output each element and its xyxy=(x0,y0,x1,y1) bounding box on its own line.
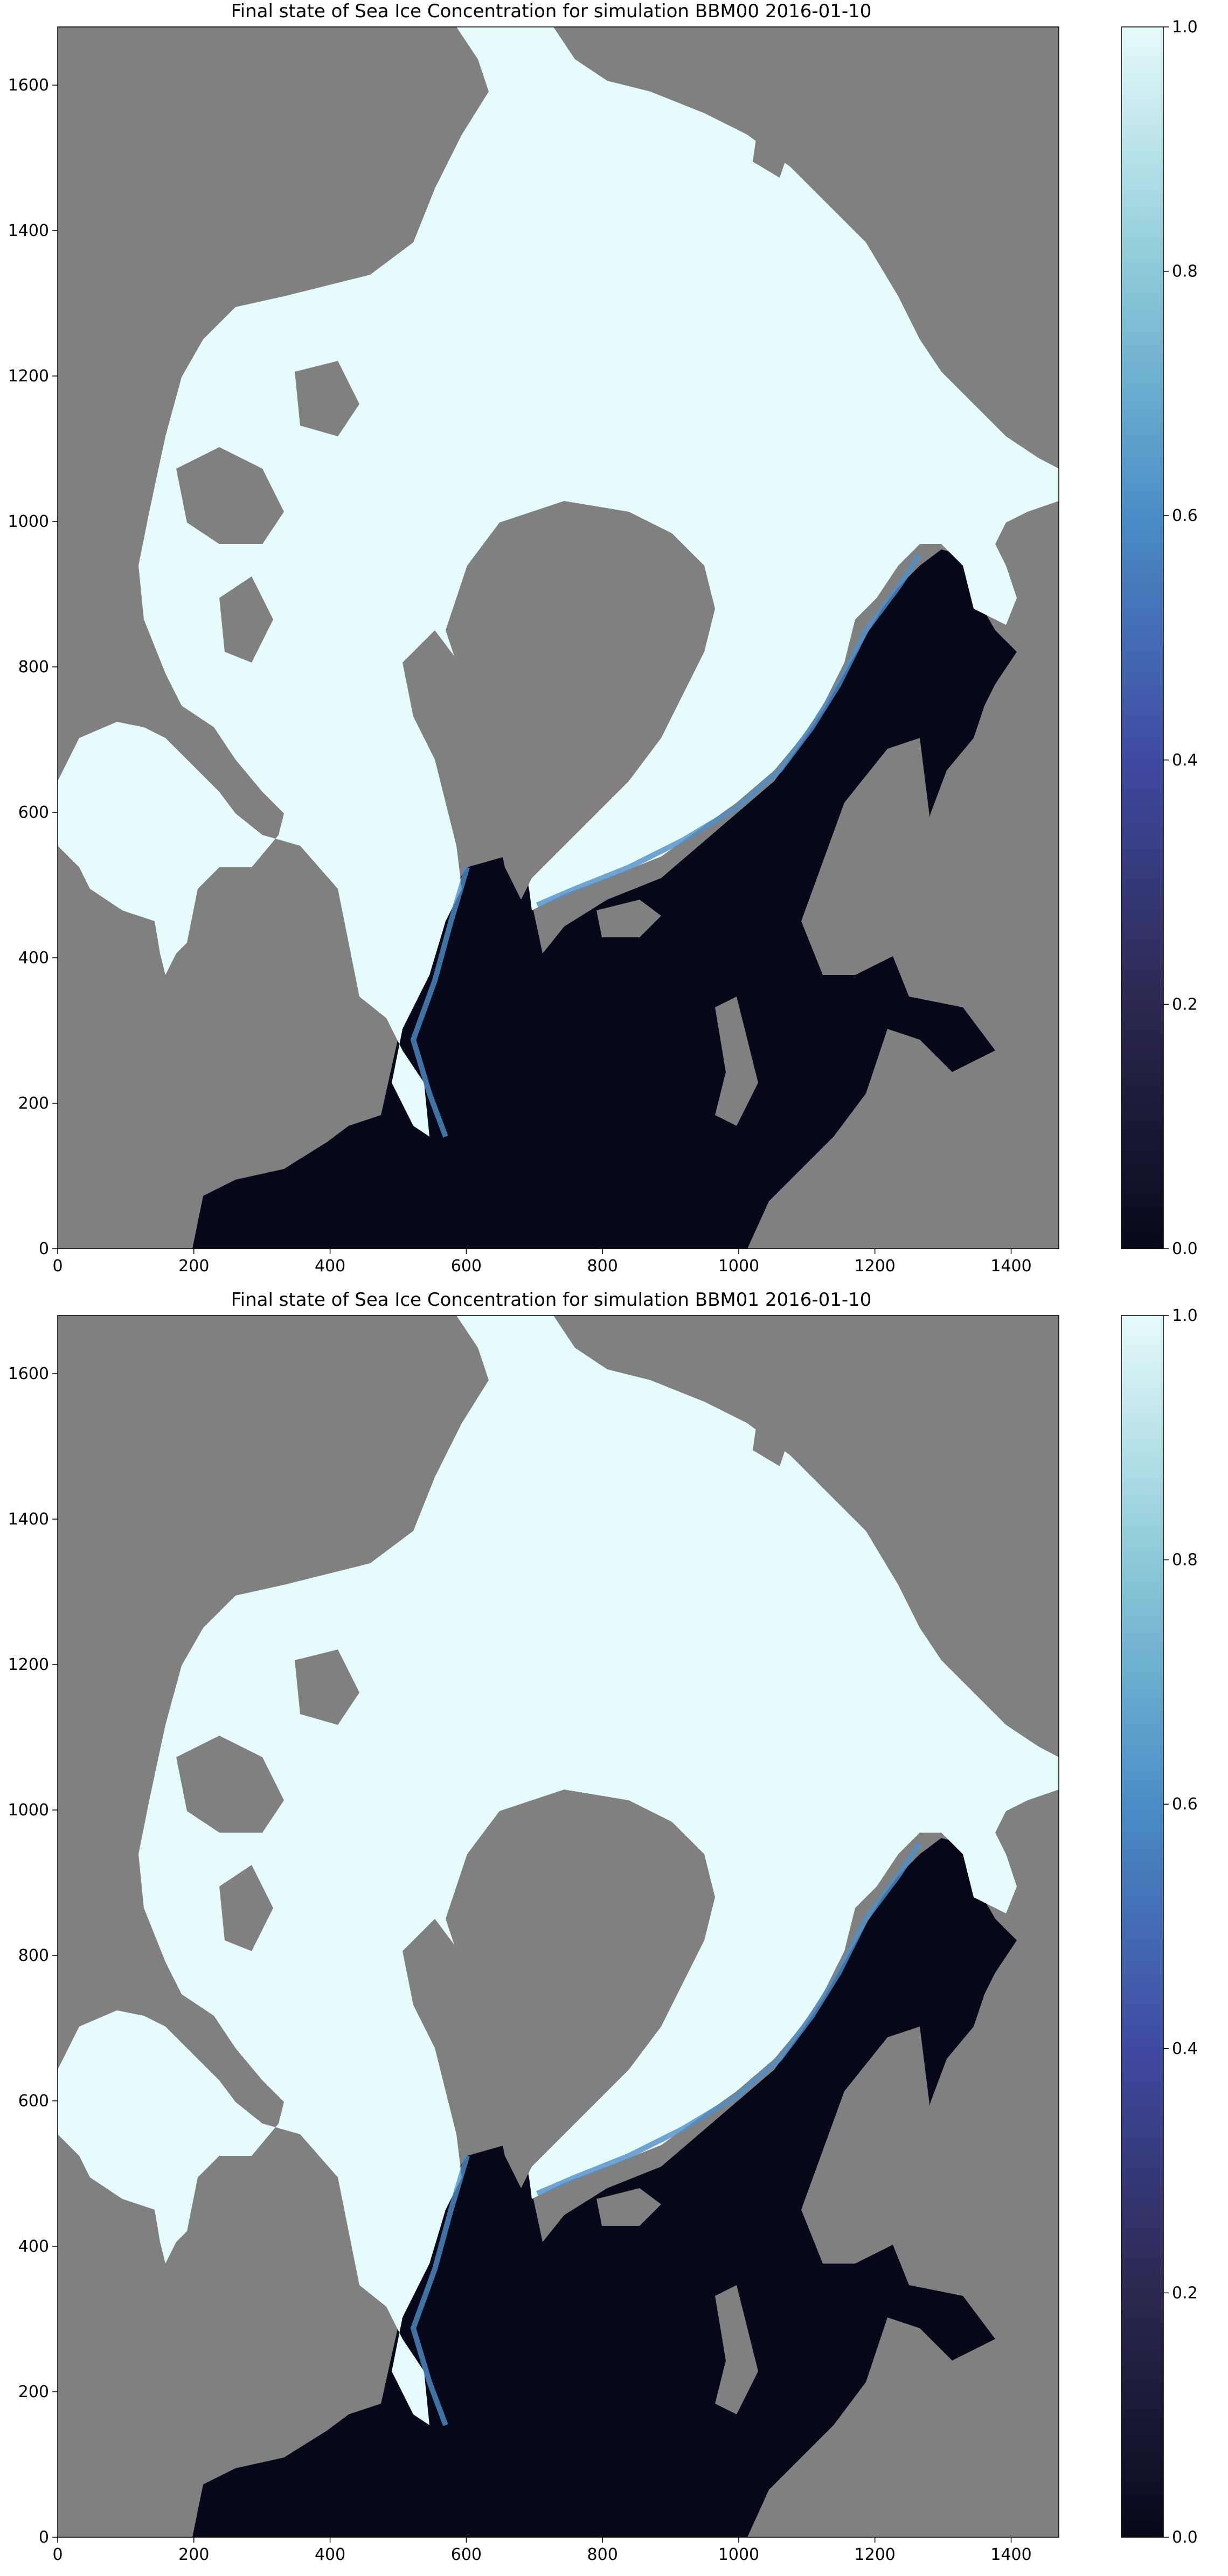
x-tick-label: 400 xyxy=(315,1257,345,1276)
island-land-3 xyxy=(753,124,790,178)
x-tick-label: 1200 xyxy=(855,2545,896,2564)
y-tick-label: 0 xyxy=(39,2528,49,2547)
uk-land xyxy=(715,997,758,1126)
y-tick-label: 200 xyxy=(18,1094,49,1113)
island-land-2 xyxy=(219,576,273,663)
y-tick-label: 400 xyxy=(18,2237,49,2256)
colorbar-tick-label: 0.6 xyxy=(1172,1795,1198,1814)
y-axis: 0 200 400 600 800 1000 1200 1400 1600 xyxy=(8,76,58,1258)
y-tick-label: 1600 xyxy=(8,76,49,95)
colorbar-tick-label: 0.4 xyxy=(1172,2039,1198,2058)
y-tick-label: 1000 xyxy=(8,512,49,531)
uk-land xyxy=(715,2285,758,2414)
y-tick-label: 1000 xyxy=(8,1801,49,1820)
x-tick-label: 1000 xyxy=(718,2545,759,2564)
scandinavia-land xyxy=(801,2027,931,2264)
x-tick-label: 800 xyxy=(587,2545,618,2564)
y-tick-label: 600 xyxy=(18,803,49,822)
island-land-1 xyxy=(295,361,359,436)
colorbar-tick-label: 1.0 xyxy=(1172,1306,1198,1325)
y-tick-label: 1600 xyxy=(8,1364,49,1383)
x-tick-label: 1400 xyxy=(990,2545,1031,2564)
x-axis: 0 200 400 600 800 1000 1200 1400 xyxy=(52,1249,1032,1276)
x-axis: 0 200 400 600 800 1000 1200 1400 xyxy=(52,2537,1032,2564)
y-tick-label: 1200 xyxy=(8,1655,49,1674)
colorbar-tick-label: 0.0 xyxy=(1172,2528,1198,2547)
y-tick-label: 1400 xyxy=(8,1510,49,1529)
greenland-land xyxy=(446,1790,715,2188)
y-tick-label: 400 xyxy=(18,949,49,967)
chart-panel-2: Final state of Sea Ice Concentration for… xyxy=(0,1289,1228,2576)
colorbar xyxy=(1121,1315,1164,2538)
chart-svg-2: Final state of Sea Ice Concentration for… xyxy=(8,1289,1198,2564)
island-land-2 xyxy=(219,1865,273,1951)
chart-title: Final state of Sea Ice Concentration for… xyxy=(231,1289,872,1311)
x-tick-label: 200 xyxy=(178,1257,209,1276)
y-tick-label: 0 xyxy=(39,1240,49,1258)
colorbar-tick-label: 0.8 xyxy=(1172,1551,1198,1570)
colorbar-tick-label: 0.2 xyxy=(1172,995,1198,1014)
iceland-land xyxy=(596,900,661,937)
ice-edge-band xyxy=(410,553,922,1138)
x-tick-label: 200 xyxy=(178,2545,209,2564)
map-area xyxy=(58,1315,1059,2537)
colorbar-tick-label: 0.0 xyxy=(1172,1240,1198,1258)
colorbar-tick-label: 0.2 xyxy=(1172,2283,1198,2302)
y-tick-label: 1200 xyxy=(8,367,49,386)
map-area xyxy=(58,27,1059,1249)
chart-panel-1: Final state of Sea Ice Concentration for… xyxy=(0,0,1228,1287)
y-tick-label: 600 xyxy=(18,2092,49,2111)
y-tick-label: 1400 xyxy=(8,221,49,240)
y-tick-label: 800 xyxy=(18,1946,49,1965)
chart-svg-1: Final state of Sea Ice Concentration for… xyxy=(8,1,1198,1276)
x-tick-label: 400 xyxy=(315,2545,345,2564)
plot-frame xyxy=(57,26,1059,1249)
colorbar xyxy=(1121,26,1164,1249)
chart-title: Final state of Sea Ice Concentration for… xyxy=(231,1,872,22)
colorbar-tick-label: 0.8 xyxy=(1172,262,1198,281)
x-tick-label: 1000 xyxy=(718,1257,759,1276)
colorbar-axis: 0.0 0.2 0.4 0.6 0.8 1.0 xyxy=(1163,18,1198,1258)
x-tick-label: 600 xyxy=(451,1257,482,1276)
x-tick-label: 0 xyxy=(52,2545,63,2564)
island-land-3 xyxy=(753,1412,790,1466)
x-tick-label: 0 xyxy=(52,1257,63,1276)
greenland-land xyxy=(446,501,715,900)
x-tick-label: 1200 xyxy=(855,1257,896,1276)
island-land-1 xyxy=(295,1649,359,1725)
canadian-archipelago-land xyxy=(176,447,284,544)
colorbar-axis: 0.0 0.2 0.4 0.6 0.8 1.0 xyxy=(1163,1306,1198,2547)
y-tick-label: 800 xyxy=(18,658,49,677)
colorbar-tick-label: 0.6 xyxy=(1172,506,1198,525)
y-tick-label: 200 xyxy=(18,2383,49,2401)
ice-edge-band xyxy=(410,1842,922,2426)
x-tick-label: 1400 xyxy=(990,1257,1031,1276)
colorbar-tick-label: 1.0 xyxy=(1172,18,1198,37)
x-tick-label: 800 xyxy=(587,1257,618,1276)
scandinavia-land xyxy=(801,738,931,975)
canadian-archipelago-land xyxy=(176,1736,284,1833)
x-tick-label: 600 xyxy=(451,2545,482,2564)
iceland-land xyxy=(596,2188,661,2226)
colorbar-tick-label: 0.4 xyxy=(1172,751,1198,770)
plot-frame xyxy=(57,1315,1059,2538)
y-axis: 0 200 400 600 800 1000 1200 1400 1600 xyxy=(8,1364,58,2547)
